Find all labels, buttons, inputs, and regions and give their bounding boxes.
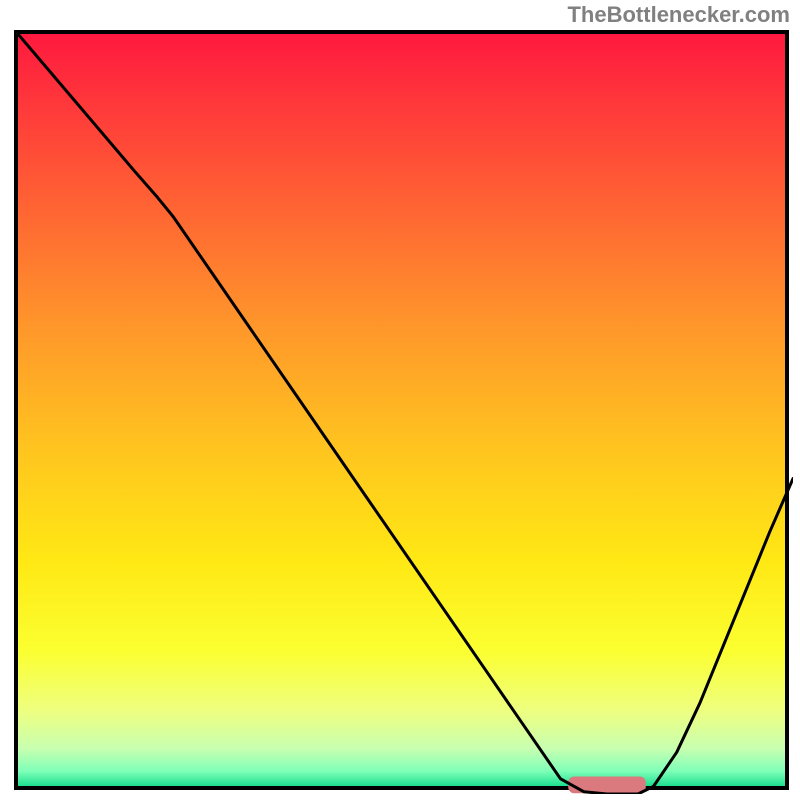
chart-container: TheBottlenecker.com bbox=[0, 0, 800, 800]
plot-area bbox=[14, 30, 789, 790]
bottleneck-curve bbox=[18, 34, 793, 794]
watermark-text: TheBottlenecker.com bbox=[567, 2, 790, 28]
curve-svg bbox=[18, 34, 793, 794]
